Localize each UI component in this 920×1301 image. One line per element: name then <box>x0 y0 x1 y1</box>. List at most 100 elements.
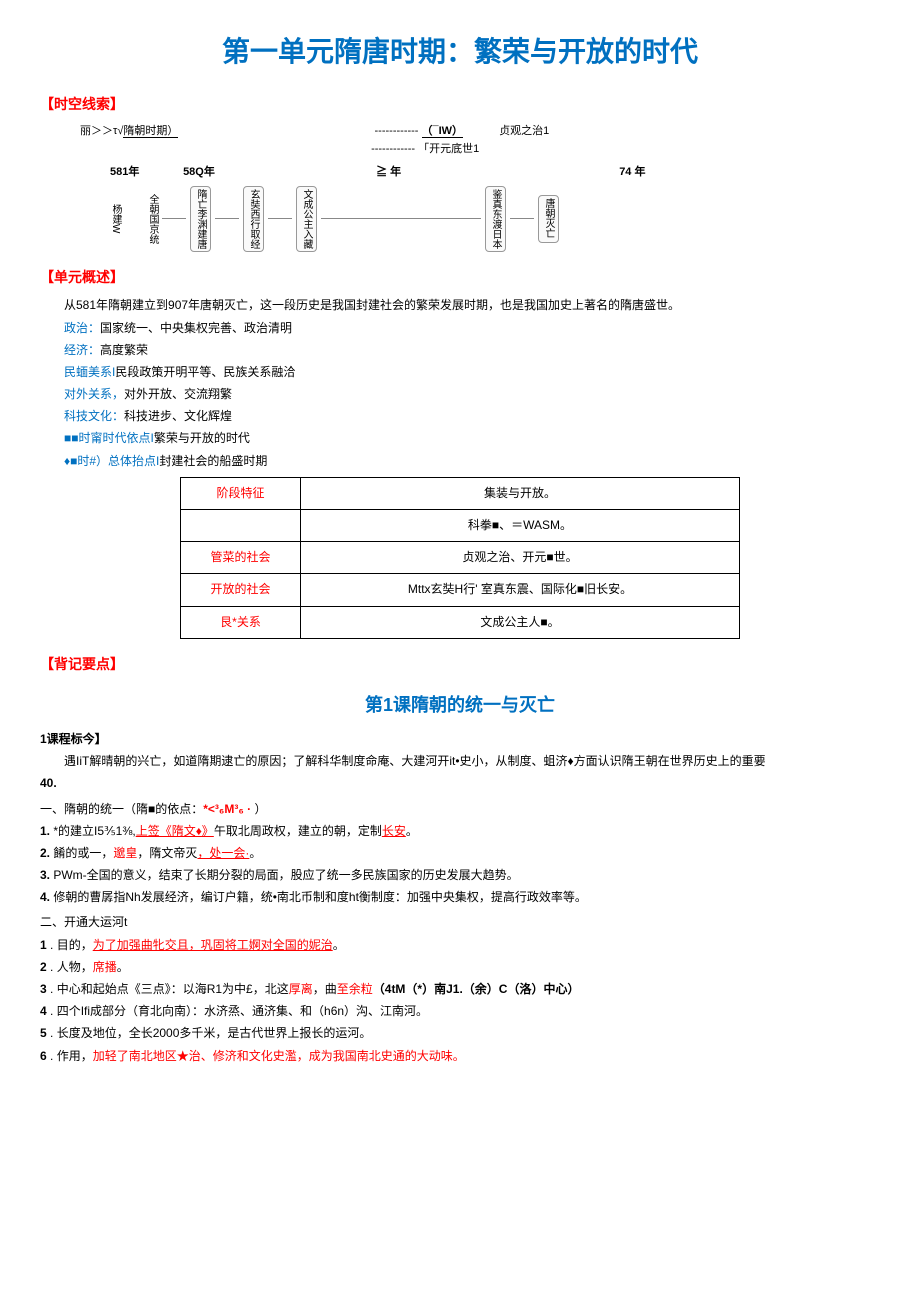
m3: 3 . 中心和起始点《三点》：以海R1为中£，北这厚离，曲至余粒（4tM（*）南… <box>40 980 880 999</box>
timeline-row1: 丽＞＞τ√隋朝时期） ------------ （¯IW） 贞观之治1 <box>80 123 880 141</box>
cell-r4b: Mttx玄奘H行' 室真东震、国际化■旧长安。 <box>301 574 740 606</box>
timeline-years: 581年 58Q年 ≧ 年 74 年 <box>110 164 880 182</box>
tl-r1dash: ------------ <box>375 125 419 137</box>
tl-r1d: 贞观之治1 <box>499 125 549 137</box>
m2c: 席播 <box>93 960 117 974</box>
m2a: 2 <box>40 960 47 974</box>
cell-r5b: 文成公主人■。 <box>301 606 740 638</box>
vlabel-1: 杨建W <box>110 204 121 233</box>
m3b: . 中心和起始点《三点》：以海R1为中£，北这 <box>47 982 289 996</box>
tl-box-4: 鉴真东渡日本 <box>485 186 506 252</box>
cell-r4a: 开放的社会 <box>181 574 301 606</box>
l2b: 餚的或一， <box>50 846 113 860</box>
m1c: 为了加强曲牝交且，巩固将工婀对全国的妮治 <box>93 938 333 952</box>
l1a: 1. <box>40 824 50 838</box>
tl-r1a: 丽＞＞τ√ <box>80 125 123 137</box>
cell-r3a: 管菜的社会 <box>181 542 301 574</box>
l2d: ，隋文帝灭 <box>137 846 197 860</box>
m5: 5 . 长度及地位，全长2000多千米，是古代世界上报长的运河。 <box>40 1024 880 1043</box>
lesson1-title: 第1课隋朝的统一与灭亡 <box>40 691 880 720</box>
ov-p5a: 科技文化： <box>64 409 124 423</box>
m4: 4 . 四个Ifi成部分（育北向南）：水济烝、通济集、和（h6n）沟、江南河。 <box>40 1002 880 1021</box>
cell-r5a: 艮*关系 <box>181 606 301 638</box>
tl-r2dash: ------------ <box>371 143 415 155</box>
ov-p5: 科技文化：科技进步、文化辉煌 <box>64 407 880 426</box>
kc-head: 1课程标今】 <box>40 730 880 749</box>
tl-r1c: （¯IW） <box>422 125 464 138</box>
m5b: . 长度及地位，全长2000多千米，是古代世界上报长的运河。 <box>47 1026 372 1040</box>
year-581: 581年 <box>110 164 180 182</box>
m3a: 3 <box>40 982 47 996</box>
m2: 2 . 人物，席播。 <box>40 958 880 977</box>
m6c: 加轻了南北地区★治、修济和文化史濫，成为我国南北史通的大动味。 <box>93 1049 465 1063</box>
year-4: 74 年 <box>619 164 645 182</box>
m1a: 1 <box>40 938 47 952</box>
year-58q: 58Q年 <box>183 164 373 182</box>
m3f: （4tM（*）南J1.（余）C（洛）中心） <box>373 982 580 996</box>
l4b: 修朝的曹孱指Nh发展经济，编订户籍，统•南北币制和度ht衡制度：加强中央集权，提… <box>50 890 587 904</box>
l3b: PWm-全国的意义，结束了长期分裂的局面，股应了统一多民族国家的历史发展大趋势。 <box>50 868 519 882</box>
l1f: 。 <box>406 824 418 838</box>
h1: 一、隋朝的统一（隋■的依点：*<³₆M³₆ · ） <box>40 800 880 819</box>
l2f: 。 <box>249 846 261 860</box>
section-timeline-head: 【时空线索】 <box>40 93 880 115</box>
ov-p0-text: 从581年隋朝建立到907年唐朝灭亡，这一段历史是我国封建社会的繁荣发展时期，也… <box>64 298 680 312</box>
l1: 1. *的建立I5⅗1⅜,上签《隋文♦》午取北周政权，建立的朝，定制长安。 <box>40 822 880 841</box>
ov-p1a: 政治： <box>64 321 100 335</box>
m1: 1 . 目的，为了加强曲牝交且，巩固将工婀对全国的妮治。 <box>40 936 880 955</box>
l3: 3. PWm-全国的意义，结束了长期分裂的局面，股应了统一多民族国家的历史发展大… <box>40 866 880 885</box>
l2c: 邈皇 <box>113 846 137 860</box>
cell-r2b: 科拳■、＝WASM。 <box>301 510 740 542</box>
m6b: . 作用， <box>47 1049 93 1063</box>
cell-r2a <box>181 510 301 542</box>
table-row: 艮*关系文成公主人■。 <box>181 606 740 638</box>
m4b: . 四个Ifi成部分（育北向南）：水济烝、通济集、和（h6n）沟、江南河。 <box>47 1004 428 1018</box>
h1c: ） <box>254 802 266 816</box>
m2d: 。 <box>117 960 129 974</box>
l4: 4. 修朝的曹孱指Nh发展经济，编订户籍，统•南北币制和度ht衡制度：加强中央集… <box>40 888 880 907</box>
cell-r1b: 集装与开放。 <box>301 477 740 509</box>
tl-r2a: 「开元底世1 <box>418 143 479 155</box>
section-overview-head: 【单元概述】 <box>40 266 880 288</box>
l1d: 午取北周政权，建立的朝，定制 <box>214 824 382 838</box>
m6a: 6 <box>40 1049 47 1063</box>
ov-p0: 从581年隋朝建立到907年唐朝灭亡，这一段历史是我国封建社会的繁荣发展时期，也… <box>64 296 880 315</box>
tl-r1b: 隋朝时期） <box>123 125 178 138</box>
table-row: 科拳■、＝WASM。 <box>181 510 740 542</box>
ov-p2: 经济：高度繁荣 <box>64 341 880 360</box>
cell-r3b: 贞观之治、开元■世。 <box>301 542 740 574</box>
tl-box-3: 文成公主入藏 <box>296 186 317 252</box>
l3a: 3. <box>40 868 50 882</box>
ov-p3b: 民段政策开明平等、民族关系融洽 <box>115 365 295 379</box>
ov-p2b: 高度繁荣 <box>100 343 148 357</box>
m6: 6 . 作用，加轻了南北地区★治、修济和文化史濫，成为我国南北史通的大动味。 <box>40 1047 880 1066</box>
m2b: . 人物， <box>47 960 93 974</box>
ov-p1: 政治：国家统一、中央集权完善、政治清明 <box>64 319 880 338</box>
year-3: ≧ 年 <box>376 164 616 182</box>
l1b: *的建立I5⅗1⅜, <box>50 824 136 838</box>
m3c: 厚离 <box>289 982 313 996</box>
tl-box-1: 隋亡李渊建唐 <box>190 186 211 252</box>
l2a: 2. <box>40 846 50 860</box>
ov-p4: 对外关系，对外开放、交流翔繁 <box>64 385 880 404</box>
kc-tail: 40. <box>40 774 880 793</box>
m5a: 5 <box>40 1026 47 1040</box>
ov-p3: 民蝒美系I民段政策开明平等、民族关系融洽 <box>64 363 880 382</box>
tl-box-2: 玄奘西行取经 <box>243 186 264 252</box>
ov-p6: ■■时甯时代依点I繁荣与开放的时代 <box>64 429 880 448</box>
table-row: 开放的社会Mttx玄奘H行' 室真东震、国际化■旧长安。 <box>181 574 740 606</box>
m1d: 。 <box>333 938 345 952</box>
l2: 2. 餚的或一，邈皇，隋文帝灭，处一会·。 <box>40 844 880 863</box>
m3d: ，曲 <box>313 982 337 996</box>
h1a: 一、隋朝的统一（隋■的依点： <box>40 802 203 816</box>
table-row: 阶段特征集装与开放。 <box>181 477 740 509</box>
l1c: 上签《隋文♦》 <box>136 824 214 838</box>
ov-p7a: ♦■时#）总体抬点I <box>64 454 159 468</box>
cell-r1a: 阶段特征 <box>181 477 301 509</box>
kc-body: 遇IiT解晴朝的兴亡，如道隋期逮亡的原因；了解科华制度命庵、大建河开it•史小，… <box>64 752 880 771</box>
l1e: 长安 <box>382 824 406 838</box>
table-row: 管菜的社会贞观之治、开元■世。 <box>181 542 740 574</box>
page-title: 第一单元隋唐时期：繁荣与开放的时代 <box>40 30 880 75</box>
ov-p7: ♦■时#）总体抬点I封建社会的船盛时期 <box>64 452 880 471</box>
timeline-boxes: 杨建W 全朝国京统 隋亡李渊建唐 玄奘西行取经 文成公主入藏 鉴真东渡日本 唐朝… <box>110 186 880 252</box>
